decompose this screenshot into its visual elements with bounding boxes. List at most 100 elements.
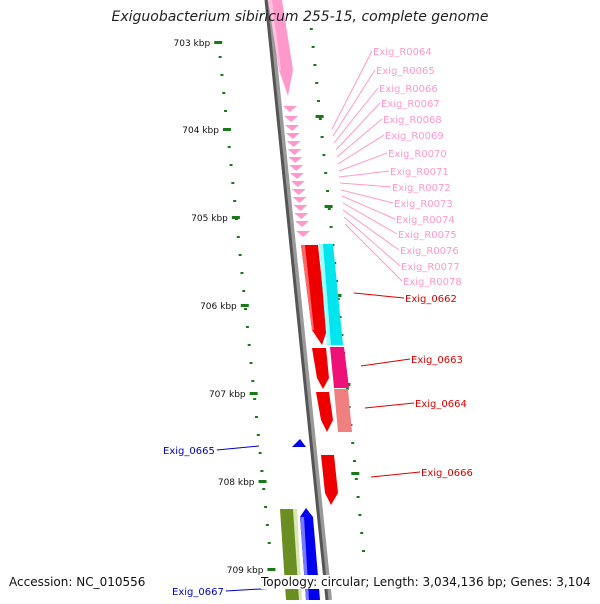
scale-major-tick	[267, 568, 276, 571]
scale-dot	[236, 236, 240, 238]
scale-major-tick	[222, 128, 231, 131]
gene-label-Exig_R0066[interactable]: Exig_R0066	[379, 84, 438, 95]
gene-magenta	[330, 347, 349, 388]
scale-dot	[253, 398, 257, 400]
scale-dot	[322, 154, 326, 156]
trna-arrow	[293, 205, 308, 211]
gene-label-Exig_0662[interactable]: Exig_0662	[405, 294, 457, 305]
leader-line	[342, 202, 398, 235]
gene-label-Exig_R0071[interactable]: Exig_R0071	[390, 167, 449, 178]
gene-Exig_0664	[316, 392, 333, 432]
scale-dot	[351, 442, 355, 444]
scale-dot	[262, 488, 266, 490]
scale-dot	[309, 28, 313, 30]
gene-Exig_0666	[321, 455, 338, 505]
gene-Exig_0663	[312, 348, 329, 389]
scale-dot	[264, 506, 268, 508]
leader-line	[370, 471, 421, 478]
gene-label-Exig_R0076[interactable]: Exig_R0076	[400, 246, 459, 257]
gene-label-Exig_0665[interactable]: Exig_0665	[163, 446, 215, 457]
trna-arrow	[291, 189, 306, 195]
scale-dot	[245, 326, 249, 328]
gene-label-Exig_R0075[interactable]: Exig_R0075	[398, 230, 457, 241]
trna-arrow	[296, 231, 311, 237]
scale-dot	[327, 208, 331, 210]
gene-label-Exig_R0078[interactable]: Exig_R0078	[403, 277, 462, 288]
leader-line	[333, 87, 379, 144]
leader-line	[353, 292, 405, 299]
scale-major-tick	[240, 304, 249, 307]
scale-dot	[227, 146, 231, 148]
gene-label-Exig_0664[interactable]: Exig_0664	[415, 399, 467, 410]
scale-tick-label: 707 kbp	[209, 390, 246, 400]
scale-tick-label: 709 kbp	[227, 566, 264, 576]
scale-major-tick	[315, 115, 324, 118]
scale-dot	[247, 344, 251, 346]
leader-line	[341, 195, 396, 220]
gene-label-Exig_R0072[interactable]: Exig_R0072	[392, 183, 451, 194]
trna-arrow	[292, 197, 307, 203]
gene-highlight	[301, 245, 314, 330]
scale-dot	[354, 478, 358, 480]
trna-arrow	[284, 125, 299, 131]
leader-line	[343, 216, 401, 267]
scale-dot	[360, 532, 364, 534]
scale-dot	[265, 524, 269, 526]
trna-arrow	[290, 181, 305, 187]
scale-tick-label: 704 kbp	[182, 126, 219, 136]
scale-dot	[267, 542, 271, 544]
gene-label-Exig_R0077[interactable]: Exig_R0077	[401, 262, 460, 273]
scale-dot	[260, 470, 264, 472]
trna-arrow	[285, 133, 300, 139]
trna-arrow	[283, 106, 297, 112]
gene-label-Exig_R0068[interactable]: Exig_R0068	[383, 115, 442, 126]
gene-label-Exig_R0067[interactable]: Exig_R0067	[381, 99, 440, 110]
gene-label-Exig_R0073[interactable]: Exig_R0073	[394, 199, 453, 210]
leader-line	[336, 118, 383, 158]
gene-label-Exig_0663[interactable]: Exig_0663	[411, 355, 463, 366]
scale-major-tick	[324, 205, 333, 208]
accession-text: Accession: NC_010556	[9, 575, 146, 589]
scale-dot	[258, 452, 262, 454]
gene-label-Exig_R0065[interactable]: Exig_R0065	[376, 66, 435, 77]
scale-dot	[238, 254, 242, 256]
scale-dot	[315, 82, 319, 84]
leader-line	[340, 189, 394, 204]
leader-line	[338, 170, 390, 178]
gene-Exig_0665	[292, 439, 306, 447]
scale-tick-label: 708 kbp	[218, 478, 255, 488]
leader-line	[337, 134, 385, 165]
leader-line	[338, 152, 388, 172]
genome-backbone	[264, 0, 329, 601]
trna-arrow	[290, 173, 305, 179]
leader-line	[216, 445, 260, 451]
scale-major-tick	[249, 392, 258, 395]
scale-dot	[362, 550, 365, 552]
scale-dot	[240, 272, 244, 274]
leader-line	[331, 50, 373, 130]
gene-label-Exig_0666[interactable]: Exig_0666	[421, 468, 473, 479]
scale-dot	[317, 100, 320, 102]
gene-label-Exig_R0074[interactable]: Exig_R0074	[396, 215, 455, 226]
scale-dot	[222, 92, 226, 94]
gene-label-Exig_R0070[interactable]: Exig_R0070	[388, 149, 447, 160]
scale-dot	[231, 182, 235, 184]
trna-arrow	[288, 157, 303, 163]
scale-dot	[353, 460, 356, 462]
scale-tick-label: 706 kbp	[200, 302, 237, 312]
leader-line	[339, 182, 392, 188]
scale-tick-label: 705 kbp	[191, 214, 228, 224]
scale-dot	[249, 362, 253, 364]
topology-text: Topology: circular; Length: 3,034,136 bp…	[261, 575, 591, 589]
scale-dot	[320, 136, 324, 138]
leader-line	[332, 69, 376, 137]
leader-line	[364, 402, 415, 409]
gene-label-Exig_R0064[interactable]: Exig_R0064	[373, 47, 432, 58]
scale-dot	[311, 46, 315, 48]
scale-dot	[229, 164, 233, 166]
gene-label-Exig_R0069[interactable]: Exig_R0069	[385, 131, 444, 142]
gene-highlight	[319, 244, 331, 345]
leader-line	[335, 102, 381, 151]
gene-label-Exig_0667[interactable]: Exig_0667	[172, 587, 224, 598]
